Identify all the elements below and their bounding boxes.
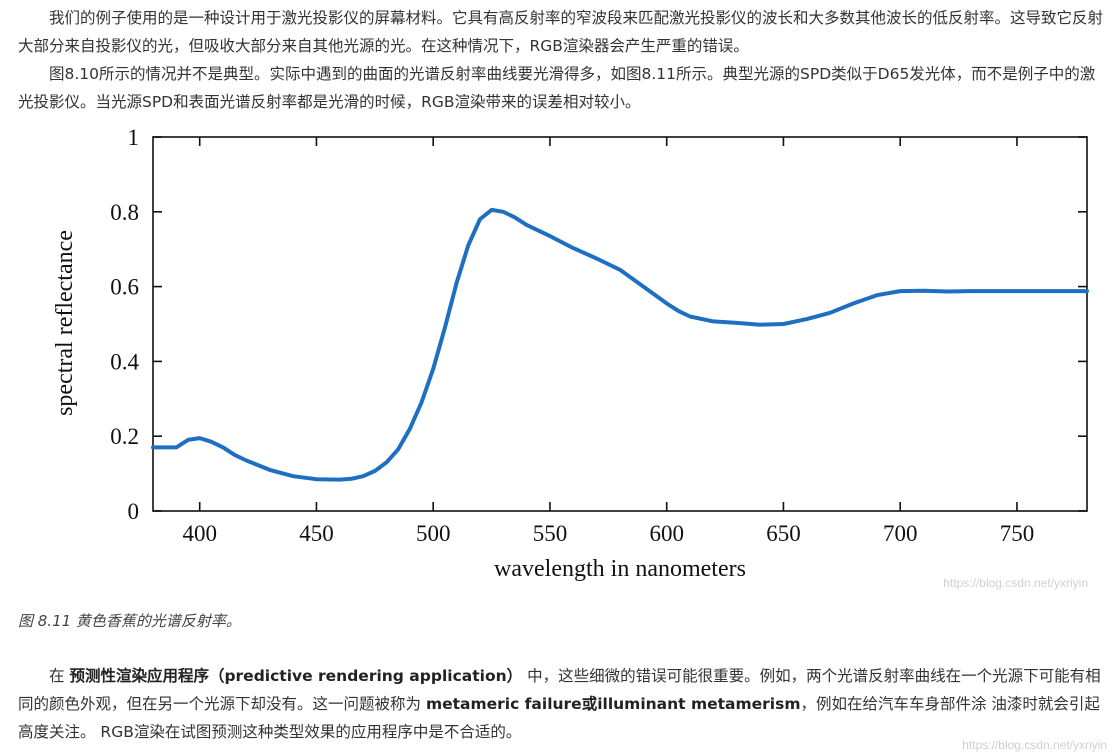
- x-tick-label: 650: [766, 521, 801, 546]
- series-line-group: [151, 207, 1089, 482]
- x-tick-label: 600: [649, 521, 684, 546]
- page-watermark: https://blog.csdn.net/yxriyin: [962, 738, 1107, 752]
- y-tick-label: 0.8: [110, 200, 139, 225]
- x-axis-label: wavelength in nanometers: [494, 556, 746, 582]
- x-tick-label: 750: [1000, 521, 1035, 546]
- x-tick-label: 500: [416, 521, 451, 546]
- figure-watermark: https://blog.csdn.net/yxriyin: [943, 576, 1088, 590]
- y-tick-label: 1: [128, 125, 140, 150]
- x-tick-label: 400: [182, 521, 217, 546]
- p3-bold-metamerism: metameric failure或illuminant metamerism: [425, 695, 801, 713]
- plot-frame: [152, 136, 1088, 512]
- figure-caption: 图 8.11 黄色香蕉的光谱反射率。: [18, 612, 241, 630]
- p3-bold-predictive: 预测性渲染应用程序（predictive rendering applicati…: [69, 667, 523, 685]
- paragraph-typical: 图8.10所示的情况并不是典型。实际中遇到的曲面的光谱反射率曲线要光滑得多，如图…: [18, 65, 1096, 111]
- reflectance-chart: 400 450 500 550 600 650 700 750 0 0.2 0.4 0.6 0.8 1 w…: [52, 125, 1089, 590]
- x-tick-label: 700: [883, 521, 918, 546]
- x-tick-label: 550: [533, 521, 568, 546]
- paragraph-intro: 我们的例子使用的是一种设计用于激光投影仪的屏幕材料。它具有高反射率的窄波段来匹配…: [18, 9, 1104, 55]
- x-tick-label: 450: [299, 521, 334, 546]
- y-tick-label: 0: [128, 499, 140, 524]
- p3-text-3: ，例如在给汽车车身部件涂 油漆时就会引起高度关注。 RGB渲染在试图预测这种类型…: [18, 695, 1100, 741]
- y-tick-label: 0.4: [110, 349, 139, 374]
- reflectance-figure: 400 450 500 550 600 650 700 750 0 0.2 0.4 0.6 0.8 1 w…: [0, 120, 1117, 600]
- reflectance-series-line: [151, 207, 1089, 482]
- ticks-group: 400 450 500 550 600 650 700 750 0 0.2 0.4 0.6 0.8 1: [110, 125, 1087, 546]
- y-tick-label: 0.2: [110, 424, 139, 449]
- paragraph-predictive: 在 预测性渲染应用程序（predictive rendering applica…: [18, 662, 1103, 746]
- y-tick-label: 0.6: [110, 275, 139, 300]
- axes-group: [152, 136, 1088, 512]
- p3-text-2: 中，这些细微的错误可能很重要。例如，两个光谱反射率曲线在一个光源下可能有相同的颜…: [18, 667, 1101, 713]
- p3-text-1: 在: [49, 667, 70, 685]
- y-axis-label: spectral reflectance: [52, 230, 78, 416]
